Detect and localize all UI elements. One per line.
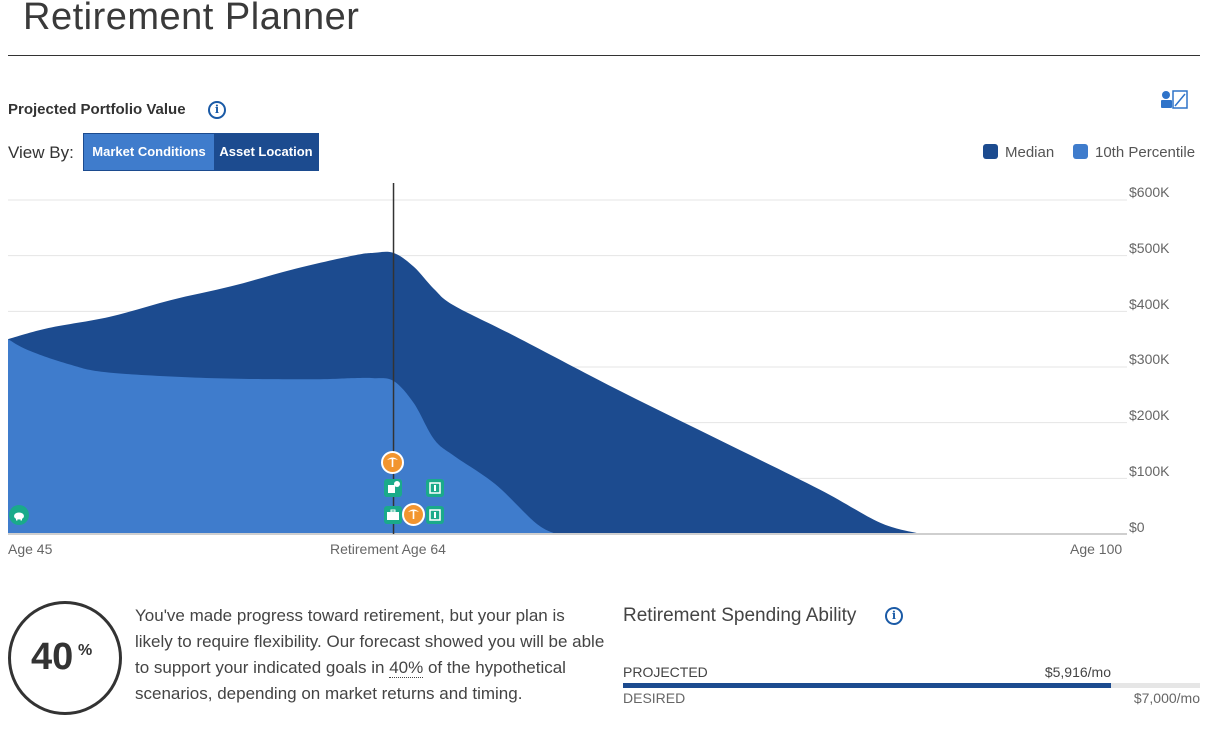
x-tick-label: Age 45 xyxy=(8,541,53,557)
desired-label: DESIRED xyxy=(623,690,686,706)
palm-tree-icon[interactable] xyxy=(381,451,404,474)
y-tick-label: $100K xyxy=(1129,463,1170,479)
title-divider xyxy=(8,55,1200,56)
y-tick-label: $500K xyxy=(1129,240,1170,256)
projected-bar-fill xyxy=(623,683,1111,688)
success-score-value: 40 xyxy=(31,636,74,678)
projected-value: $5,916/mo xyxy=(1044,664,1111,680)
y-tick-label: $400K xyxy=(1129,296,1170,312)
section-label: Projected Portfolio Value xyxy=(8,101,186,118)
score-summary: You've made progress toward retirement, … xyxy=(135,603,605,707)
y-tick-label: $300K xyxy=(1129,351,1170,367)
summary-percent-link[interactable]: 40% xyxy=(389,658,424,678)
legend-10th-label: 10th Percentile xyxy=(1095,144,1196,161)
asset-location-button[interactable]: Asset Location xyxy=(214,134,318,170)
10th-percentile-area xyxy=(8,339,556,534)
house-dollar-icon[interactable] xyxy=(384,479,402,497)
spending-ability-title: Retirement Spending Ability xyxy=(623,605,857,626)
view-by-toggle: Market Conditions Asset Location xyxy=(83,133,319,171)
portfolio-chart xyxy=(8,183,1127,535)
legend-median-label: Median xyxy=(1005,144,1055,161)
briefcase-icon[interactable] xyxy=(384,506,402,524)
x-tick-label: Age 100 xyxy=(1070,541,1123,557)
dollar-bill-icon[interactable] xyxy=(426,506,444,524)
success-score-ring xyxy=(8,601,122,715)
legend-10th-percentile: 10th Percentile xyxy=(1073,144,1195,161)
chart-view-toggle-icon[interactable] xyxy=(1160,89,1188,109)
legend-median: Median xyxy=(983,144,1054,161)
piggy-bank-icon[interactable] xyxy=(9,505,29,525)
info-icon[interactable]: i xyxy=(885,607,903,625)
page-title: Retirement Planner xyxy=(23,0,360,38)
success-score-unit: % xyxy=(78,642,93,659)
info-icon[interactable]: i xyxy=(208,101,226,119)
view-by-label: View By: xyxy=(8,143,74,162)
y-tick-label: $600K xyxy=(1129,184,1170,200)
projected-label: PROJECTED xyxy=(623,664,708,680)
summary-text: of the hypothetical scenarios, depending… xyxy=(135,658,566,703)
y-tick-label: $200K xyxy=(1129,407,1170,423)
market-conditions-button[interactable]: Market Conditions xyxy=(84,134,214,170)
x-tick-label: Retirement Age 64 xyxy=(330,541,446,557)
legend-median-swatch xyxy=(983,144,998,159)
summary-text: You've made progress toward retirement, … xyxy=(135,606,605,677)
y-tick-label: $0 xyxy=(1129,519,1145,535)
dollar-bill-icon[interactable] xyxy=(426,479,444,497)
legend-10th-swatch xyxy=(1073,144,1088,159)
spending-bar xyxy=(623,683,1200,688)
palm-tree-icon[interactable] xyxy=(402,503,425,526)
desired-value: $7,000/mo xyxy=(1133,690,1200,706)
